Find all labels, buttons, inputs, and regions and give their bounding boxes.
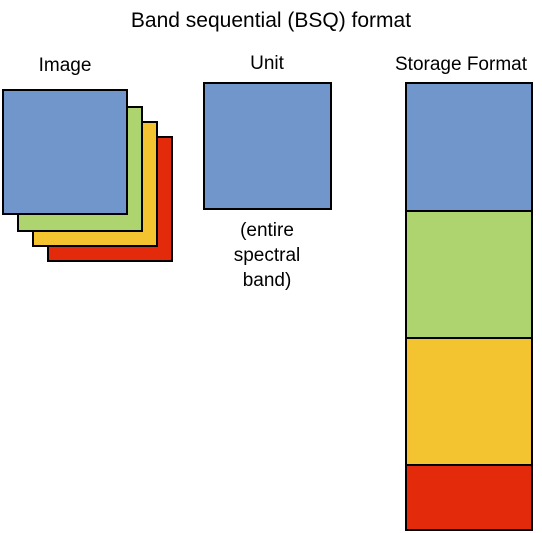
image-band-1 xyxy=(2,89,128,215)
diagram-title: Band sequential (BSQ) format xyxy=(130,9,412,32)
unit-note-line-2: spectral xyxy=(233,245,301,266)
unit-note: (entire spectral band) xyxy=(202,218,332,293)
storage-segment-band-1 xyxy=(407,84,531,212)
storage-format-column xyxy=(405,82,533,531)
unit-note-line-3: band) xyxy=(242,270,292,291)
storage-format-heading: Storage Format xyxy=(395,54,527,75)
storage-segment-band-3 xyxy=(407,339,531,466)
storage-segment-band-2 xyxy=(407,212,531,339)
storage-segment-band-4 xyxy=(407,466,531,529)
image-heading: Image xyxy=(38,55,92,76)
unit-band-square xyxy=(203,82,332,210)
unit-note-line-1: (entire xyxy=(240,220,294,241)
unit-heading: Unit xyxy=(250,53,284,74)
